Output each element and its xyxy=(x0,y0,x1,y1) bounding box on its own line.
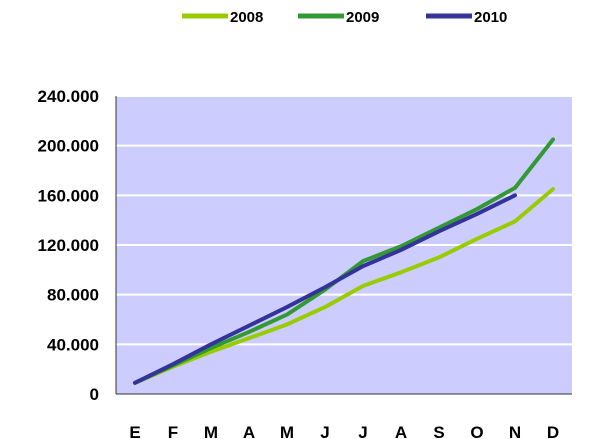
series-line-2008 xyxy=(133,187,555,385)
x-tick-label: O xyxy=(470,423,483,439)
legend-label: 2009 xyxy=(346,9,379,26)
y-tick-label: 200.000 xyxy=(38,137,99,156)
series-layer xyxy=(133,137,555,385)
x-tick-label: D xyxy=(547,423,559,439)
y-tick-label: 120.000 xyxy=(38,236,99,255)
y-tick-label: 80.000 xyxy=(47,286,99,305)
y-axis: 0 40.000 80.000 120.000 160.000 200.000 240.00… xyxy=(38,87,572,404)
legend-label: 2010 xyxy=(474,9,507,26)
legend-label: 2008 xyxy=(230,9,263,26)
x-tick-label: F xyxy=(168,423,178,439)
gridlines xyxy=(116,95,572,346)
x-tick-label: A xyxy=(243,423,255,439)
x-tick-label: J xyxy=(358,423,367,439)
y-tick-label: 0 xyxy=(90,385,99,404)
x-tick-label: A xyxy=(395,423,407,439)
y-tick-label: 40.000 xyxy=(47,335,99,354)
legend: 2008 2009 2010 xyxy=(182,9,507,26)
x-tick-label: S xyxy=(433,423,444,439)
x-tick-label: E xyxy=(129,423,140,439)
x-tick-label: M xyxy=(204,423,218,439)
y-tick-label: 240.000 xyxy=(38,87,99,106)
series-line-2010 xyxy=(133,193,517,385)
y-tick-label: 160.000 xyxy=(38,186,99,205)
x-tick-label: N xyxy=(509,423,521,439)
x-tick-label: J xyxy=(320,423,329,439)
x-tick-label: M xyxy=(280,423,294,439)
